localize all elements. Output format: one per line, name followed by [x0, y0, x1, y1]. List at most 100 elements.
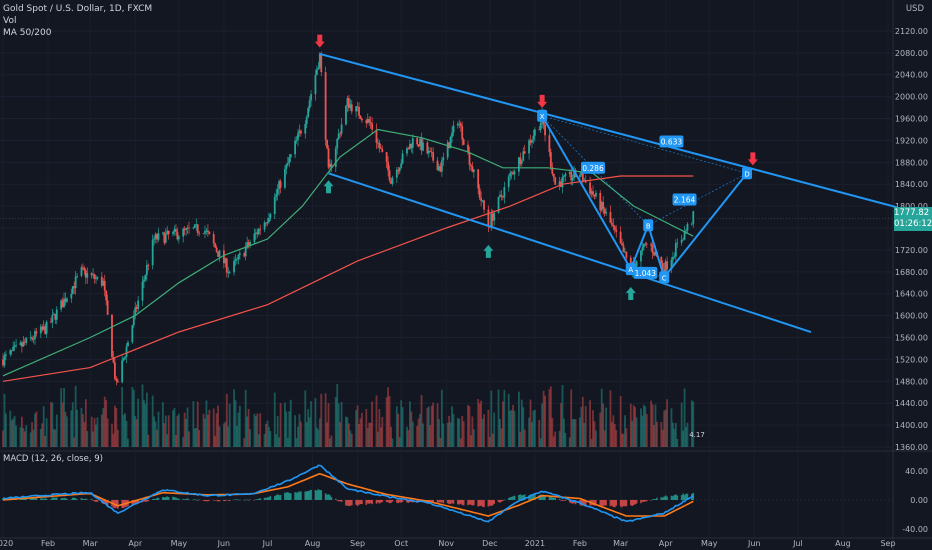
macd-histogram-bar: [470, 499, 472, 505]
macd-histogram-bar: [214, 499, 216, 501]
macd-histogram-bar: [407, 499, 410, 503]
candle-body: [377, 142, 379, 144]
volume-bar: [254, 416, 257, 447]
volume-bar: [461, 415, 464, 447]
volume-bar: [76, 409, 79, 447]
volume-bar: [478, 403, 481, 447]
candle-body: [315, 69, 318, 75]
candle-body: [529, 140, 532, 143]
candle-body: [193, 224, 196, 228]
macd-histogram-bar: [381, 499, 384, 503]
candle-body: [80, 267, 83, 276]
volume-bar: [42, 406, 45, 447]
ratio-label: 2.164: [674, 196, 696, 205]
macd-histogram-bar: [82, 498, 84, 500]
candle-body: [273, 196, 276, 215]
candle-body: [318, 53, 321, 68]
volume-bar: [207, 414, 209, 447]
macd-histogram-bar: [612, 499, 615, 508]
candle-body: [286, 163, 289, 165]
volume-bar: [66, 416, 68, 447]
volume-bar: [472, 429, 475, 447]
macd-histogram-bar: [256, 499, 259, 500]
volume-bar: [490, 390, 493, 447]
volume-bar: [236, 426, 238, 447]
candle-body: [539, 122, 542, 130]
volume-bar: [259, 413, 262, 447]
volume-bar: [584, 406, 587, 447]
volume-bar: [685, 427, 687, 447]
candle-body: [499, 194, 501, 197]
volume-bar: [268, 426, 270, 447]
x-tick-label: Oct: [394, 539, 408, 548]
candle-body: [487, 209, 490, 227]
volume-bar: [634, 407, 637, 447]
volume-bar: [692, 401, 695, 447]
macd-histogram-bar: [239, 499, 241, 501]
candle-body: [127, 342, 129, 347]
volume-bar: [436, 403, 439, 447]
volume-bar: [589, 400, 591, 447]
macd-histogram-bar: [218, 499, 221, 502]
volume-bar: [477, 399, 480, 447]
macd-histogram-bar: [600, 499, 603, 507]
x-tick-label: Jun: [747, 539, 761, 548]
volume-bar: [10, 420, 13, 447]
candle-body: [298, 130, 301, 134]
candle-body: [198, 232, 201, 234]
volume-bar: [103, 396, 106, 447]
macd-histogram-bar: [643, 499, 645, 503]
x-tick-label: Mar: [613, 539, 629, 548]
candle-body: [143, 279, 145, 282]
macd-histogram-bar: [233, 499, 235, 501]
volume-bar: [288, 411, 291, 447]
candle-body: [422, 142, 424, 151]
volume-bar: [192, 401, 195, 447]
candle-body: [64, 298, 67, 302]
macd-histogram-bar: [329, 495, 331, 500]
macd-histogram-bar: [249, 499, 251, 500]
volume-bar: [137, 398, 140, 447]
candle-body: [156, 234, 158, 240]
candle-body: [63, 298, 65, 308]
macd-histogram-bar: [430, 499, 433, 503]
x-tick-label: Jul: [262, 539, 273, 548]
moving-averages: [2, 128, 694, 382]
macd-histogram-bar: [183, 499, 186, 500]
candle-body: [71, 286, 74, 294]
candle-body: [378, 142, 381, 148]
channel-line: [319, 52, 897, 209]
volume-bar: [320, 393, 323, 447]
macd-histogram-bar: [449, 499, 452, 505]
candle-body: [385, 152, 388, 162]
volume-bar: [334, 396, 337, 447]
volume-bar: [163, 423, 166, 447]
axes: 2120.00 2080.00 2040.00 2000.00 1960.00 1920.…: [0, 27, 928, 548]
volume-bar: [368, 422, 371, 447]
candle-body: [317, 67, 320, 70]
volume-bar: [470, 435, 472, 447]
macd-histogram-bar: [584, 499, 587, 506]
macd-histogram-bar: [641, 499, 644, 502]
volume-bar: [161, 402, 164, 447]
volume-bar: [166, 434, 169, 447]
volume-bar: [298, 414, 301, 447]
volume-bar: [602, 403, 605, 447]
candle-body: [35, 331, 38, 334]
volume-bar: [507, 393, 510, 447]
macd-y-tick: -40.00: [902, 525, 928, 534]
macd-histogram-bar: [269, 495, 272, 500]
volume-bar: [273, 392, 276, 447]
volume-bar: [430, 405, 433, 447]
volume-bar: [143, 399, 145, 447]
candle-body: [5, 354, 7, 356]
harmonic-connector: [542, 115, 748, 174]
volume-bar: [300, 421, 302, 447]
candle-body: [645, 243, 648, 245]
macd-histogram-bar: [385, 499, 388, 502]
macd-histogram-bar: [439, 499, 442, 503]
candle-body: [528, 140, 530, 154]
macd-histogram-bar: [396, 499, 398, 503]
candle-body: [651, 245, 654, 253]
